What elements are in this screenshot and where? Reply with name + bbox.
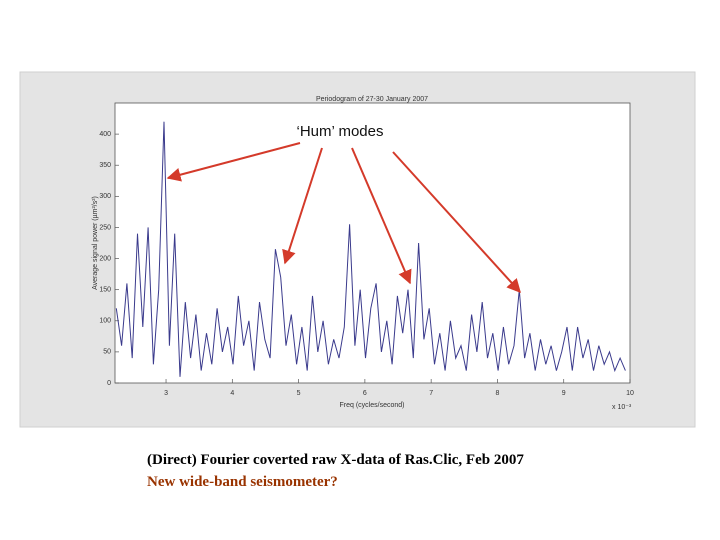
y-tick-label: 200	[99, 255, 111, 262]
arrow	[351, 147, 412, 285]
chart-title: Periodogram of 27-30 January 2007	[316, 96, 428, 103]
x-tick-label: 8	[495, 390, 499, 397]
x-tick-label: 7	[429, 390, 433, 397]
caption-line: (Direct) Fourier coverted raw X-data of …	[147, 452, 524, 468]
x-tick-label: 4	[230, 390, 234, 397]
x-axis-label: Freq (cycles/second)	[340, 402, 405, 409]
x-tick-label: 5	[297, 390, 301, 397]
plot-area	[114, 102, 631, 384]
y-tick-label: 150	[99, 287, 111, 294]
arrow	[392, 151, 521, 294]
arrow	[282, 147, 323, 265]
y-tick-label: 350	[99, 162, 111, 169]
annotation-arrows	[166, 142, 521, 294]
annotation: ‘Hum’ modes	[297, 123, 384, 140]
y-tick-label: 100	[99, 318, 111, 325]
caption-line: New wide-band seismometer?	[147, 474, 338, 490]
x-scale-label: x 10⁻³	[612, 404, 632, 411]
x-tick-label: 10	[626, 390, 634, 397]
y-tick-label: 250	[99, 224, 111, 231]
y-tick-label: 0	[107, 380, 111, 387]
arrow	[166, 142, 301, 182]
y-tick-label: 400	[99, 131, 111, 138]
x-tick-label: 6	[363, 390, 367, 397]
x-tick-label: 3	[164, 390, 168, 397]
y-axis-label: Average signal power (µm²/s²)	[92, 196, 99, 290]
series-line	[115, 121, 626, 377]
x-tick-label: 9	[562, 390, 566, 397]
y-tick-label: 300	[99, 193, 111, 200]
y-tick-label: 50	[103, 349, 111, 356]
